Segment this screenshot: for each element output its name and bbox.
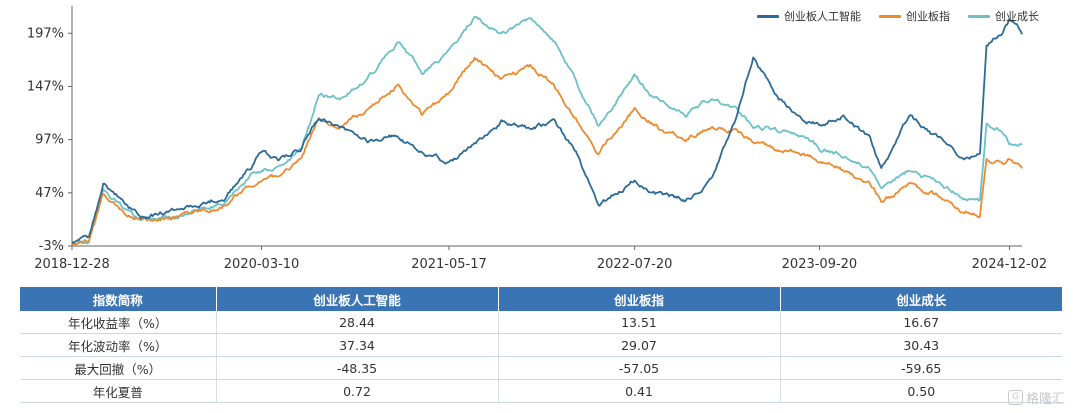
legend-item-chinext[interactable]: 创业板指 — [879, 8, 950, 24]
legend-item-ai[interactable]: 创业板人工智能 — [757, 8, 861, 24]
table-cell: 28.44 — [216, 311, 499, 334]
table-header-row: 指数简称 创业板人工智能 创业板指 创业成长 — [20, 287, 1062, 311]
table-cell: 37.34 — [216, 333, 499, 357]
y-tick-label: 97% — [35, 133, 64, 148]
row-label: 年化夏普 — [20, 379, 217, 403]
table-cell: 0.50 — [780, 379, 1062, 403]
legend-swatch — [968, 14, 990, 18]
table-row: 年化夏普 0.72 0.41 0.50 — [20, 379, 1062, 403]
x-tick-label: 2020-03-10 — [224, 257, 300, 272]
legend-label: 创业板人工智能 — [784, 10, 861, 23]
legend-swatch — [879, 14, 901, 18]
y-axis: -3% 47% 97% 147% 197% — [27, 6, 73, 254]
table-cell: 0.41 — [498, 379, 781, 403]
table-cell: 16.67 — [780, 311, 1062, 334]
y-tick-label: 147% — [27, 79, 64, 94]
y-tick-label: 47% — [35, 186, 64, 201]
y-tick-label: 197% — [27, 26, 64, 41]
table-cell: -57.05 — [498, 356, 781, 380]
row-label: 最大回撤（%） — [20, 356, 217, 380]
x-axis: 2018-12-28 2020-03-10 2021-05-17 2022-07-20… — [34, 245, 1048, 272]
table-header-cell: 创业成长 — [780, 287, 1062, 311]
stats-table: 指数简称 创业板人工智能 创业板指 创业成长 年化收益率（%） 28.44 13… — [20, 287, 1062, 403]
chart-legend: 创业板人工智能 创业板指 创业成长 — [757, 8, 1039, 24]
x-tick-label: 2018-12-28 — [34, 257, 110, 272]
table-row: 年化收益率（%） 28.44 13.51 16.67 — [20, 311, 1062, 334]
series-layer — [71, 15, 1023, 246]
table-cell: 13.51 — [498, 311, 781, 334]
table-row: 年化波动率（%） 37.34 29.07 30.43 — [20, 333, 1062, 357]
table-cell: -59.65 — [780, 356, 1062, 380]
row-label: 年化收益率（%） — [20, 311, 217, 334]
x-tick-label: 2021-05-17 — [411, 257, 487, 272]
series-line — [71, 56, 1023, 246]
table-header-cell: 创业板人工智能 — [216, 287, 499, 311]
series-line — [71, 18, 1023, 244]
legend-label: 创业成长 — [995, 10, 1039, 23]
legend-swatch — [757, 14, 779, 18]
table-header-cell: 创业板指 — [498, 287, 781, 311]
x-tick-label: 2022-07-20 — [597, 257, 673, 272]
x-tick-label: 2024-12-02 — [972, 257, 1048, 272]
table-row: 最大回撤（%） -48.35 -57.05 -59.65 — [20, 356, 1062, 380]
logo-icon: G — [1007, 390, 1023, 405]
table-header-cell: 指数简称 — [20, 287, 217, 311]
watermark-text: 格隆汇 — [1025, 392, 1065, 407]
series-line — [71, 15, 1023, 246]
table-cell: -48.35 — [216, 356, 499, 380]
watermark: G 格隆汇 — [1007, 388, 1065, 407]
table-cell: 0.72 — [216, 379, 499, 403]
table-cell: 29.07 — [498, 333, 781, 357]
row-label: 年化波动率（%） — [20, 333, 217, 357]
table-cell: 30.43 — [780, 333, 1062, 357]
legend-label: 创业板指 — [906, 10, 950, 23]
y-tick-label: -3% — [39, 239, 64, 254]
x-tick-label: 2023-09-20 — [782, 257, 858, 272]
line-chart: -3%47%97%147%197% 2018-12-28 2020-03-10 20… — [27, 6, 1048, 272]
legend-item-growth[interactable]: 创业成长 — [968, 8, 1039, 24]
